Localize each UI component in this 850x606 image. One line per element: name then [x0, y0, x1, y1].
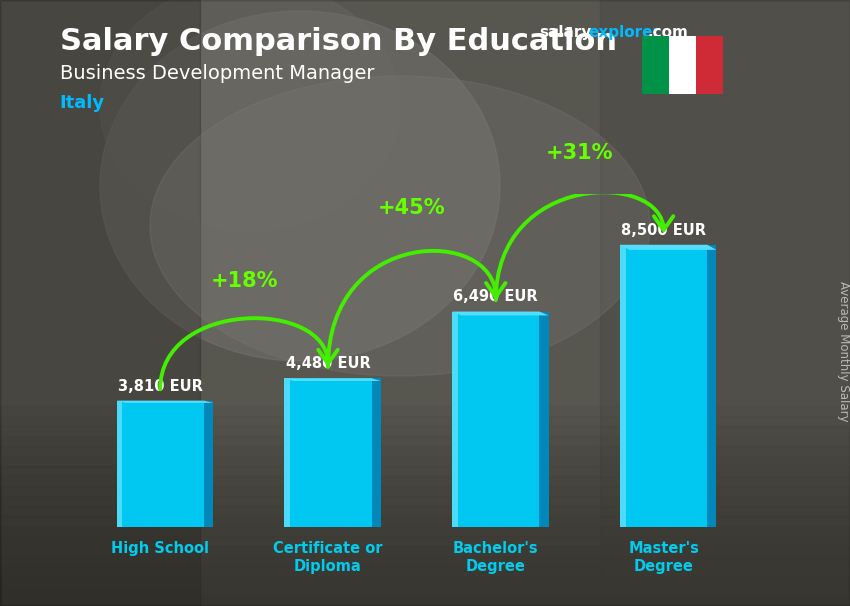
Bar	[0, 536, 850, 606]
Text: Average Monthly Salary: Average Monthly Salary	[837, 281, 850, 422]
Bar	[0, 426, 850, 606]
Bar	[0, 556, 850, 606]
Ellipse shape	[150, 76, 650, 376]
Bar	[642, 36, 669, 94]
Polygon shape	[116, 401, 213, 403]
Polygon shape	[452, 311, 458, 527]
Bar	[0, 406, 850, 606]
Text: +45%: +45%	[378, 198, 445, 218]
Text: 4,480 EUR: 4,480 EUR	[286, 356, 371, 371]
Polygon shape	[452, 311, 540, 527]
Text: 6,490 EUR: 6,490 EUR	[453, 290, 538, 304]
Polygon shape	[620, 245, 626, 527]
Bar	[0, 436, 850, 606]
Polygon shape	[707, 245, 717, 527]
FancyArrowPatch shape	[328, 251, 506, 367]
Polygon shape	[540, 311, 548, 527]
Polygon shape	[620, 245, 707, 527]
Bar	[0, 496, 850, 606]
Text: salary: salary	[540, 25, 592, 41]
Bar	[0, 586, 850, 606]
Bar	[0, 0, 200, 606]
Polygon shape	[116, 401, 122, 527]
Text: explorer: explorer	[588, 25, 660, 41]
Bar	[0, 446, 850, 606]
Text: 3,810 EUR: 3,810 EUR	[118, 379, 202, 393]
Bar	[695, 36, 722, 94]
Bar	[0, 576, 850, 606]
Ellipse shape	[100, 11, 500, 361]
Polygon shape	[285, 378, 381, 381]
FancyArrowPatch shape	[160, 318, 337, 389]
Bar	[669, 36, 695, 94]
Polygon shape	[620, 245, 717, 250]
Polygon shape	[285, 378, 290, 527]
Bar	[0, 596, 850, 606]
Text: .com: .com	[648, 25, 689, 41]
Ellipse shape	[100, 0, 400, 231]
Text: 8,500 EUR: 8,500 EUR	[621, 222, 706, 238]
Text: Business Development Manager: Business Development Manager	[60, 64, 374, 82]
Bar	[0, 506, 850, 606]
Bar	[0, 526, 850, 606]
Text: +31%: +31%	[546, 143, 614, 163]
Polygon shape	[452, 311, 548, 316]
Text: Italy: Italy	[60, 94, 105, 112]
Bar	[0, 516, 850, 606]
Bar	[0, 466, 850, 606]
FancyArrowPatch shape	[496, 192, 673, 300]
Polygon shape	[371, 378, 381, 527]
Polygon shape	[116, 401, 204, 527]
Bar	[0, 456, 850, 606]
Bar	[0, 566, 850, 606]
Polygon shape	[204, 401, 213, 527]
Polygon shape	[285, 378, 371, 527]
Text: +18%: +18%	[210, 271, 278, 291]
Bar	[0, 486, 850, 606]
Bar	[0, 416, 850, 606]
Bar	[0, 476, 850, 606]
Bar	[600, 0, 850, 606]
Text: Salary Comparison By Education: Salary Comparison By Education	[60, 27, 616, 56]
Bar	[0, 546, 850, 606]
